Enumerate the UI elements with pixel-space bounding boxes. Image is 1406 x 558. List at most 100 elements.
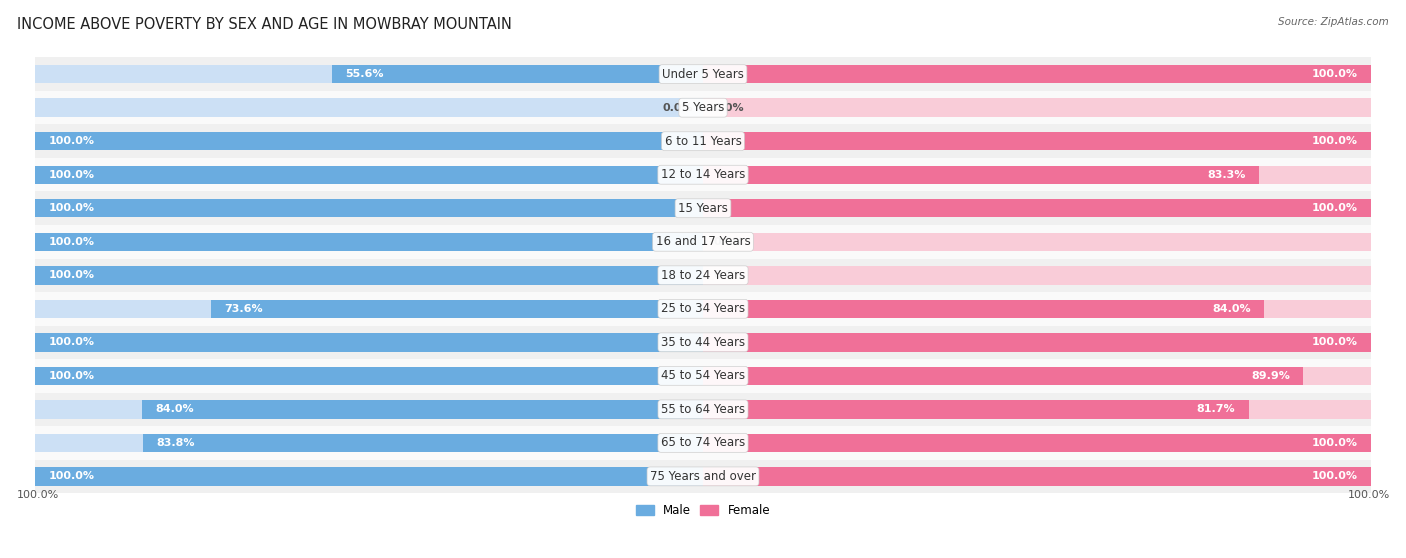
Bar [703,467,1371,485]
Bar [35,266,703,285]
Text: 100.0%: 100.0% [1312,203,1358,213]
Text: 0.0%: 0.0% [713,270,744,280]
Bar [35,367,703,385]
Bar [703,367,1371,385]
Text: 84.0%: 84.0% [155,405,194,415]
Bar [703,300,1371,318]
Bar [35,233,703,251]
Text: 0.0%: 0.0% [713,103,744,113]
Bar [703,400,1371,418]
Bar [703,199,1371,218]
Text: 65 to 74 Years: 65 to 74 Years [661,436,745,449]
Bar [35,258,1371,292]
Text: 100.0%: 100.0% [17,490,59,500]
Bar [703,199,1371,218]
Bar [35,434,703,452]
Text: 81.7%: 81.7% [1197,405,1236,415]
Text: 73.6%: 73.6% [225,304,263,314]
Bar [35,98,703,117]
Bar [142,400,703,418]
Bar [703,434,1371,452]
Bar [703,400,1249,418]
Bar [703,367,1303,385]
Bar [35,199,703,218]
Bar [35,467,703,485]
Text: INCOME ABOVE POVERTY BY SEX AND AGE IN MOWBRAY MOUNTAIN: INCOME ABOVE POVERTY BY SEX AND AGE IN M… [17,17,512,32]
Text: 89.9%: 89.9% [1251,371,1291,381]
Text: 100.0%: 100.0% [48,472,94,482]
Bar [35,333,703,352]
Bar [35,124,1371,158]
Bar [35,57,1371,91]
Text: 45 to 54 Years: 45 to 54 Years [661,369,745,382]
Text: 100.0%: 100.0% [1312,338,1358,347]
Text: 100.0%: 100.0% [48,338,94,347]
Bar [703,166,1260,184]
Bar [35,225,1371,258]
Text: 83.3%: 83.3% [1208,170,1246,180]
Bar [35,367,703,385]
Bar [35,158,1371,191]
Text: 18 to 24 Years: 18 to 24 Years [661,269,745,282]
Text: 12 to 14 Years: 12 to 14 Years [661,168,745,181]
Text: 100.0%: 100.0% [1312,438,1358,448]
Bar [35,233,703,251]
Text: 16 and 17 Years: 16 and 17 Years [655,235,751,248]
Bar [35,333,703,352]
Bar [703,98,1371,117]
Text: Source: ZipAtlas.com: Source: ZipAtlas.com [1278,17,1389,27]
Text: 75 Years and over: 75 Years and over [650,470,756,483]
Text: 5 Years: 5 Years [682,101,724,114]
Bar [35,199,703,218]
Text: 100.0%: 100.0% [1312,472,1358,482]
Bar [703,132,1371,151]
Bar [703,333,1371,352]
Bar [703,333,1371,352]
Text: 83.8%: 83.8% [156,438,195,448]
Bar [703,132,1371,151]
Text: 100.0%: 100.0% [48,203,94,213]
Bar [35,393,1371,426]
Bar [703,166,1371,184]
Bar [35,460,1371,493]
Legend: Male, Female: Male, Female [631,499,775,522]
Bar [332,65,703,83]
Bar [35,65,703,83]
Bar [35,91,1371,124]
Text: 100.0%: 100.0% [48,136,94,146]
Text: 84.0%: 84.0% [1212,304,1251,314]
Text: 35 to 44 Years: 35 to 44 Years [661,336,745,349]
Text: Under 5 Years: Under 5 Years [662,68,744,81]
Bar [35,426,1371,460]
Text: 100.0%: 100.0% [48,170,94,180]
Bar [703,467,1371,485]
Bar [35,132,703,151]
Bar [703,65,1371,83]
Bar [35,325,1371,359]
Text: 100.0%: 100.0% [1347,490,1389,500]
Bar [35,292,1371,325]
Text: 0.0%: 0.0% [662,103,693,113]
Text: 100.0%: 100.0% [48,237,94,247]
Text: 15 Years: 15 Years [678,202,728,215]
Text: 55 to 64 Years: 55 to 64 Years [661,403,745,416]
Text: 100.0%: 100.0% [48,270,94,280]
Text: 0.0%: 0.0% [713,237,744,247]
Text: 100.0%: 100.0% [1312,69,1358,79]
Bar [703,434,1371,452]
Bar [211,300,703,318]
Text: 100.0%: 100.0% [48,371,94,381]
Bar [35,359,1371,393]
Text: 55.6%: 55.6% [344,69,384,79]
Bar [703,300,1264,318]
Text: 25 to 34 Years: 25 to 34 Years [661,302,745,315]
Bar [35,266,703,285]
Bar [35,400,703,418]
Bar [143,434,703,452]
Bar [35,166,703,184]
Bar [35,467,703,485]
Bar [703,233,1371,251]
Text: 100.0%: 100.0% [1312,136,1358,146]
Bar [35,166,703,184]
Bar [703,266,1371,285]
